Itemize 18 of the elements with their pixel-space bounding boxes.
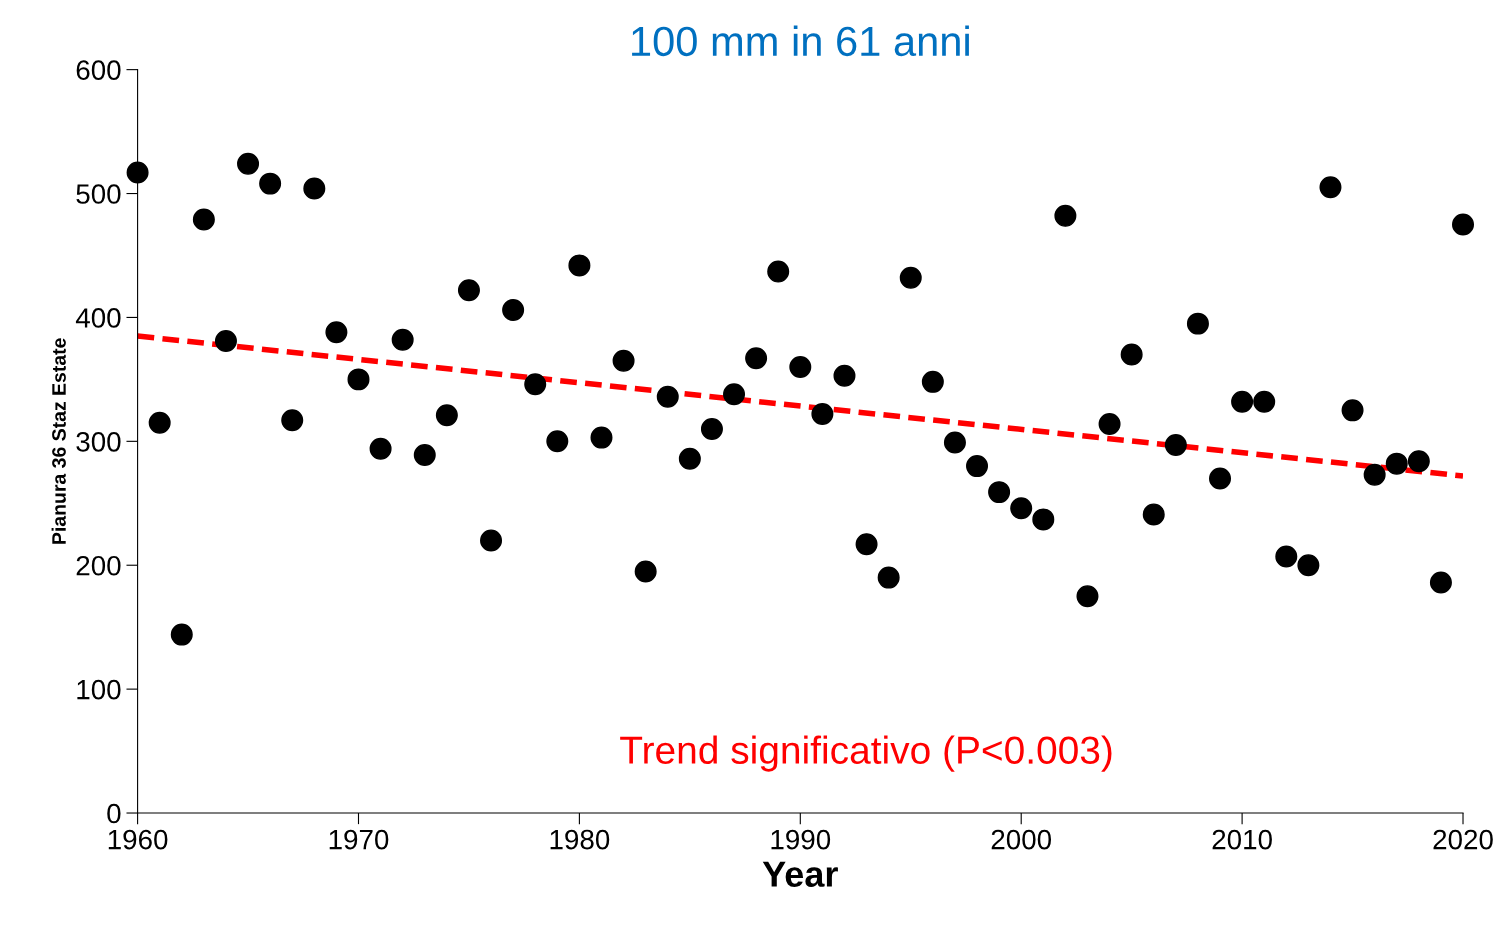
x-tick-label: 2020 [1433,829,1493,850]
x-axis-title: Year [762,861,838,887]
y-tick-label: 200 [76,555,121,576]
x-tick-label: 2010 [1212,829,1272,850]
x-tick-label: 1980 [550,829,610,850]
y-axis-title: Pianura 36 Staz Estate [51,338,66,544]
x-tick-label: 1970 [329,829,389,850]
y-tick-label: 0 [107,803,121,824]
x-tick-label: 1990 [771,829,831,850]
x-tick-label: 2000 [991,829,1052,850]
chart-title: 100 mm in 61 anni [632,25,969,57]
y-tick-label: 300 [76,432,121,452]
x-tick-label: 1960 [108,829,168,850]
y-tick-label: 400 [75,308,121,328]
y-tick-label: 600 [76,60,121,80]
y-tick-label: 100 [77,679,121,700]
annotation: Trend significativo (P<0.003) [620,735,1112,772]
y-tick-label: 500 [76,184,121,204]
